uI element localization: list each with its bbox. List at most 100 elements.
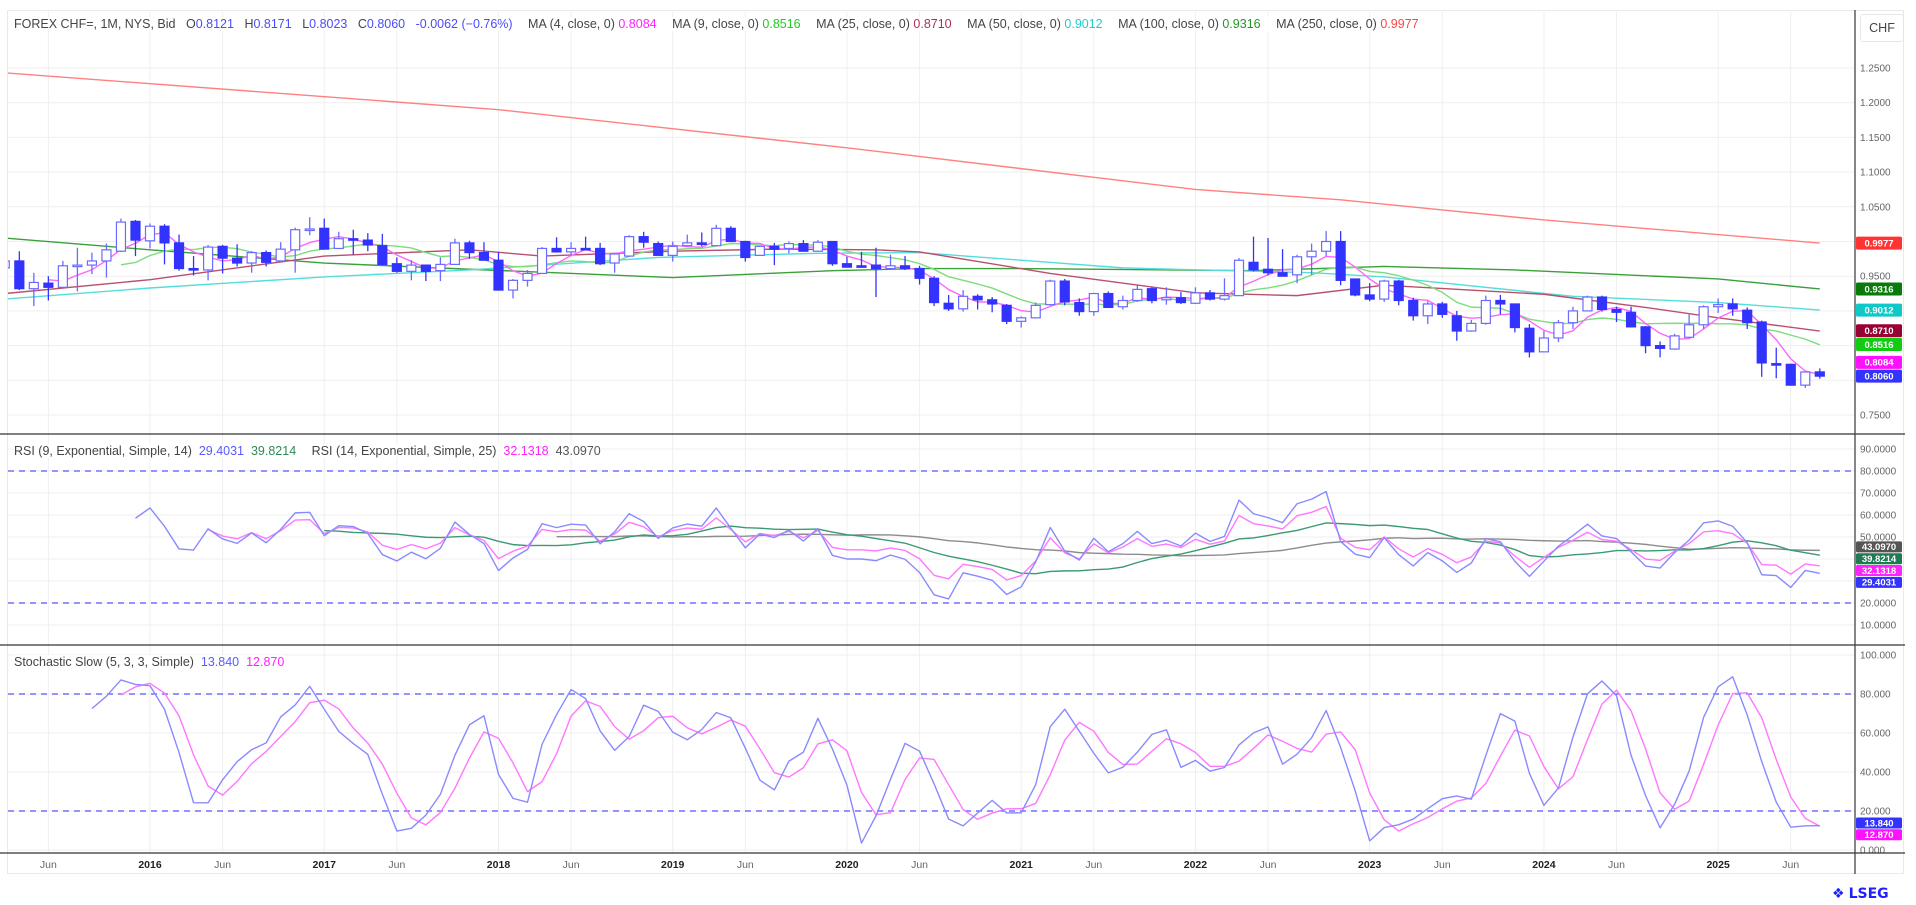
x-axis-tick-label: Jun (1260, 859, 1277, 871)
candle-body (1306, 250, 1317, 258)
candle-body (232, 257, 243, 264)
candle-body (28, 281, 39, 290)
candle-body (1684, 324, 1695, 338)
candle-down (43, 276, 54, 301)
candle-down (1262, 238, 1274, 276)
candle-body (696, 242, 707, 245)
candle-up (1567, 306, 1579, 329)
candle-up (86, 252, 98, 275)
rsi-badge-text: 32.1318 (1862, 566, 1896, 577)
rsi-badge-text: 43.0970 (1862, 542, 1896, 553)
ma25-label: MA (25, close, 0) (816, 17, 910, 31)
candle-up (8, 260, 10, 269)
rsi-badge-bg (1856, 565, 1902, 577)
stochastic-d-line (120, 682, 1821, 832)
price-axis-tick-label: 1.1000 (1860, 168, 1891, 179)
candle-down (1727, 298, 1738, 316)
candle-body (1335, 240, 1346, 281)
high-label: H (244, 17, 254, 31)
candle-down (1756, 320, 1767, 377)
candle-body (1611, 308, 1622, 313)
candle-down (595, 242, 606, 266)
stochastic-axis-tick-label: 40.000 (1860, 768, 1891, 779)
rsi14-line (207, 505, 1820, 581)
candle-body (856, 265, 867, 268)
candle-body (943, 302, 954, 310)
candle-down (130, 219, 141, 257)
candle-body (1466, 322, 1477, 332)
low-label: L (302, 17, 310, 31)
candle-body (8, 260, 10, 269)
price-badge-text: 0.8084 (1864, 358, 1894, 369)
candle-body (1538, 337, 1550, 353)
candle-body (1625, 311, 1637, 328)
candle-body (1059, 280, 1070, 303)
candle-body (899, 265, 911, 270)
high-value: 0.8171 (253, 17, 292, 31)
price-axis-tick-label: 1.2000 (1860, 98, 1891, 109)
candle-body (319, 227, 330, 250)
candle-body (1233, 259, 1245, 297)
candle-up (609, 253, 620, 273)
price-badge-bg (1856, 282, 1902, 296)
candle-down (1495, 294, 1506, 315)
candle-down (14, 251, 25, 291)
stochastic-badge-text: 13.840 (1864, 818, 1893, 829)
candle-down (653, 241, 664, 256)
candle-down (1277, 249, 1288, 277)
candle-down (841, 256, 853, 268)
candle-up (1016, 316, 1027, 328)
ma4-label: MA (4, close, 0) (528, 17, 615, 31)
candle-body (1567, 310, 1579, 324)
price-badge: 0.9977 (1856, 236, 1902, 250)
candle-body (972, 295, 983, 301)
candle-up (202, 244, 214, 281)
currency-button[interactable]: CHF (1860, 14, 1904, 42)
candle-down (870, 247, 882, 298)
candle-up (1161, 287, 1172, 305)
candle-up (1553, 319, 1564, 343)
open-label: O (185, 17, 196, 31)
candle-up (624, 235, 635, 257)
candle-body (1045, 280, 1056, 306)
candle-body (1030, 304, 1041, 319)
candle-up (565, 242, 577, 256)
candle-up (1466, 319, 1477, 332)
stochastic-k-line (91, 676, 1820, 844)
candle-up (507, 278, 519, 299)
candle-up (1030, 302, 1041, 319)
stochastic-d-value: 12.870 (246, 655, 285, 669)
candle-body (1204, 292, 1216, 300)
price-badge: 0.8516 (1856, 337, 1902, 351)
candle-body (769, 245, 780, 250)
candle-down (914, 265, 925, 285)
candle-body (1350, 278, 1361, 296)
candle-body (1408, 299, 1419, 317)
price-badge-bg (1856, 337, 1902, 351)
candle-body (464, 242, 475, 254)
candle-up (1321, 231, 1332, 257)
candle-up (435, 257, 446, 282)
x-axis-tick-label: Jun (1085, 859, 1102, 871)
candle-down (1625, 306, 1637, 328)
price-badge: 0.8060 (1856, 369, 1902, 383)
candle-body (870, 264, 882, 270)
candle-up (1190, 287, 1201, 304)
candle-body (493, 259, 504, 291)
candle-body (1161, 297, 1172, 301)
candle-body (1103, 292, 1114, 309)
price-badge-bg (1856, 303, 1902, 317)
candle-body (1016, 317, 1027, 322)
candle-body (1509, 303, 1520, 329)
rsi-badge: 39.8214 (1856, 553, 1902, 565)
candle-up (711, 224, 722, 247)
price-badge-text: 0.8060 (1864, 371, 1893, 382)
stochastic-axis-tick-label: 20.000 (1860, 807, 1891, 818)
rsi-axis-tick-label: 60.0000 (1860, 511, 1897, 522)
stochastic-label: Stochastic Slow (5, 3, 3, Simple) (14, 655, 194, 669)
candle-down (899, 256, 911, 270)
candle-down (1364, 283, 1375, 302)
candle-down (551, 237, 562, 253)
candle-down (1001, 303, 1012, 325)
